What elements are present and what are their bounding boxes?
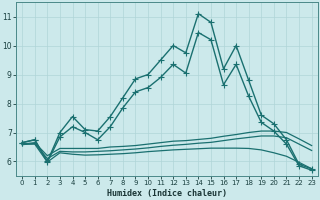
X-axis label: Humidex (Indice chaleur): Humidex (Indice chaleur) xyxy=(107,189,227,198)
